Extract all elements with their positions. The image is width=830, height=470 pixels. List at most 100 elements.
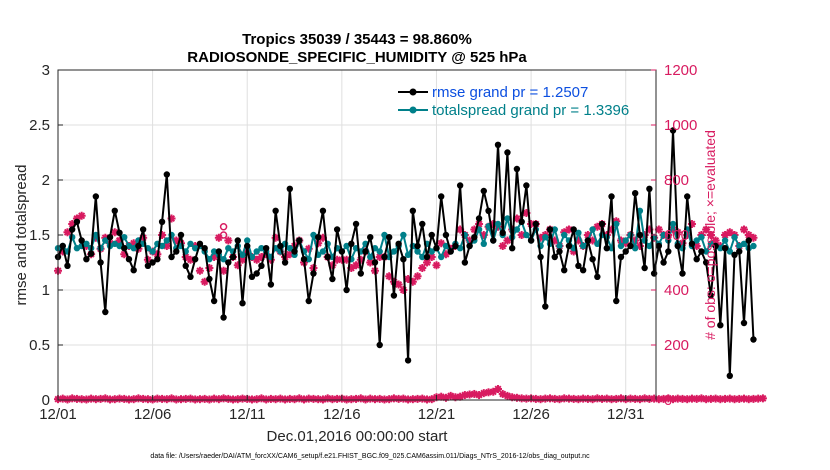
totalspread-point [622,237,629,244]
y2-tick-label: 600 [664,227,689,244]
rmse-point [513,165,521,173]
totalspread-point [376,248,383,255]
totalspread-point [92,231,100,239]
rmse-point [130,267,137,274]
y-axis-left: 0 0.5 1 1.5 2 2.5 3 [29,62,63,409]
totalspread-point [390,248,398,255]
y2-tick-label: 800 [664,172,689,189]
rmse-point [225,259,232,266]
rmse-point [504,149,511,156]
rmse-point [598,220,606,228]
x-tick-label: 12/26 [512,406,550,423]
y-tick-label: 3 [42,62,50,79]
obs-evaluated-marker [418,264,427,272]
obs-evaluated-marker [224,236,233,245]
rmse-point [527,237,535,244]
totalspread-point [244,237,251,244]
rmse-point [499,229,506,236]
rmse-point [584,237,592,244]
rmse-point [220,314,227,321]
rmse-point [594,273,601,280]
rmse-point [721,245,729,252]
rmse-point [371,259,379,266]
rmse-point [390,292,398,299]
rmse-point [400,256,407,263]
totalspread-point [305,256,312,263]
rmse-point [669,127,677,134]
rmse-point [135,242,142,250]
rmse-point [291,248,298,255]
rmse-point [707,292,715,299]
rmse-point [589,256,596,263]
rmse-point [92,193,100,200]
rmse-point [438,193,445,200]
obs-evaluated-marker [739,225,748,234]
rmse-point [660,259,667,266]
rmse-point [357,270,364,277]
totalspread-point [210,248,218,255]
x-axis: 12/01 12/06 12/11 12/16 12/21 12/26 12/31 [39,395,644,423]
rmse-point [627,242,634,250]
rmse-point [262,245,270,252]
rmse-point [636,231,644,239]
rmse-point [310,270,317,277]
x-tick-label: 12/06 [134,406,172,423]
totalspread-point [693,237,700,244]
rmse-point [281,259,289,266]
obs-evaluated-marker [394,280,403,289]
rmse-point [684,193,691,200]
rmse-point [286,185,294,192]
rmse-point [78,237,85,244]
rmse-point [750,336,757,343]
totalspread-point [248,253,256,261]
rmse-point [494,141,502,148]
rmse-point [409,207,417,214]
rmse-point [319,207,327,214]
rmse-point [315,234,322,241]
rmse-point [68,226,76,233]
totalspread-point [617,242,625,250]
rmse-point [121,245,128,252]
totalspread-point [669,220,677,228]
rmse-point [542,303,549,310]
rmse-point [348,240,355,247]
rmse-point [116,229,123,236]
totalspread-point [367,253,374,261]
rmse-point [674,242,681,250]
rmse-point [277,242,284,250]
totalspread-point [286,245,294,252]
totalspread-point [660,231,667,239]
data-file-footnote: data file: /Users/raeder/DAI/ATM_forcXX/… [150,453,590,460]
totalspread-point [494,220,502,228]
totalspread-point [438,253,445,261]
x-tick-label: 12/31 [607,406,645,423]
rmse-point [83,256,90,263]
obs-possible-marker [219,231,228,239]
rmse-point [702,259,710,266]
obs-bottom-marker [493,385,502,393]
rmse-point [125,256,133,263]
rmse-point [385,234,393,241]
totalspread-point [428,248,435,255]
rmse-point [296,237,303,244]
rmse-point [381,253,388,261]
obs-evaluated-marker [702,225,711,234]
rmse-point [480,187,487,195]
y2-tick-label: 200 [664,337,689,354]
rmse-point [428,231,435,239]
rmse-point [646,185,653,192]
chart-title: Tropics 35039 / 35443 = 98.860% [242,31,472,48]
rmse-point [343,286,350,294]
rmse-point [196,240,204,247]
rmse-point [210,297,218,305]
totalspread-point [158,242,166,250]
rmse-point [329,275,336,283]
rmse-point [603,245,610,252]
rmse-point [229,253,237,261]
rmse-point [570,226,577,233]
totalspread-point [187,240,194,247]
rmse-point [608,193,615,200]
legend-rmse-label: rmse grand pr = 1.2507 [432,84,588,101]
rmse-point [717,322,724,329]
